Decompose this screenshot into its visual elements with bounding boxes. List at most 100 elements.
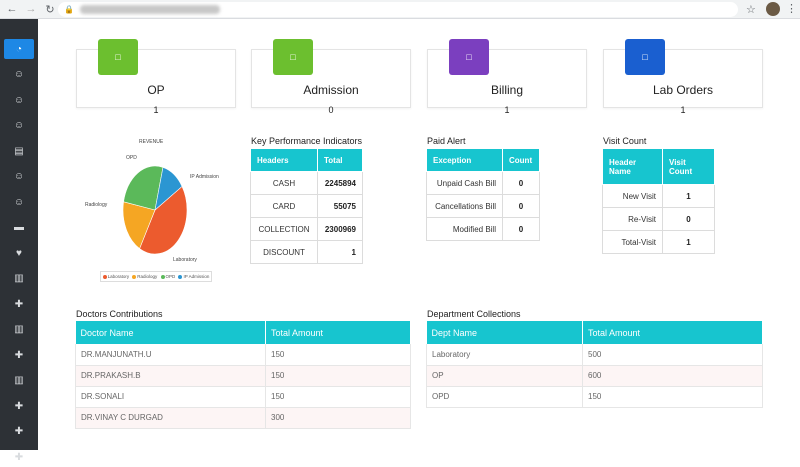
table-row: Cancellations Bill 0 bbox=[426, 194, 540, 218]
cell: 0 bbox=[502, 194, 540, 218]
card-title: Billing bbox=[490, 83, 523, 97]
pie-label-ip-admission: IP Admission bbox=[190, 174, 219, 180]
table-row: DR.SONALI 150 bbox=[75, 386, 411, 408]
doctors-title: Doctors Contributions bbox=[76, 309, 163, 319]
table-row: CASH 2245894 bbox=[250, 171, 363, 195]
column-header: Total Amount bbox=[582, 321, 763, 344]
folder-icon[interactable]: ▤ bbox=[14, 145, 24, 157]
medkit-icon[interactable]: ✚ bbox=[14, 426, 24, 437]
cell: Laboratory bbox=[426, 344, 583, 366]
back-icon[interactable]: ← bbox=[6, 3, 18, 15]
browser-toolbar: ← → ↻ 🔒 ☆ ⋮ bbox=[0, 0, 800, 19]
paid-alert-title: Paid Alert bbox=[427, 136, 466, 146]
card-title: Lab Orders bbox=[652, 83, 714, 97]
table-row: DR.PRAKASH.B 150 bbox=[75, 365, 411, 387]
cell: 500 bbox=[582, 344, 763, 366]
reload-icon[interactable]: ↻ bbox=[45, 3, 55, 16]
table-row: Laboratory 500 bbox=[426, 344, 763, 366]
cell: 600 bbox=[582, 365, 763, 387]
user-icon[interactable]: ☺ bbox=[13, 69, 25, 80]
cell: 1 bbox=[662, 184, 715, 208]
table-row: DR.MANJUNATH.U 150 bbox=[75, 344, 411, 366]
visit-count-title: Visit Count bbox=[603, 136, 647, 146]
pie-slice-opd bbox=[123, 165, 164, 211]
column-header: Exception bbox=[426, 148, 503, 172]
legend-item: Radiology bbox=[132, 274, 157, 279]
legend-item: Laboratory bbox=[102, 274, 129, 279]
cell: DISCOUNT bbox=[250, 240, 318, 264]
medkit-icon[interactable]: ✚ bbox=[14, 400, 24, 412]
user-icon[interactable]: ☺ bbox=[13, 196, 25, 208]
pie-slice-laboratory bbox=[139, 185, 188, 255]
url-text bbox=[79, 5, 220, 14]
cell: 0 bbox=[502, 171, 540, 195]
cell: OPD bbox=[426, 386, 583, 408]
card-count: 0 bbox=[328, 105, 334, 115]
card-billing[interactable]: □ Billing 1 bbox=[427, 39, 587, 115]
card-count: 1 bbox=[504, 105, 510, 115]
cell: Unpaid Cash Bill bbox=[426, 171, 503, 195]
admission-icon: □ bbox=[273, 39, 313, 75]
bookmark-star-icon[interactable]: ☆ bbox=[746, 4, 756, 16]
cell: New Visit bbox=[602, 184, 663, 208]
medkit-icon[interactable]: ✚ bbox=[14, 298, 24, 310]
dashboard-icon[interactable]: ◔ bbox=[4, 39, 34, 59]
card-admission[interactable]: □ Admission 0 bbox=[251, 39, 411, 115]
cell: DR.SONALI bbox=[75, 386, 266, 408]
column-header: Count bbox=[502, 148, 540, 172]
table-row: New Visit 1 bbox=[602, 184, 715, 208]
column-header: Visit Count bbox=[662, 148, 715, 185]
document-icon[interactable]: ▥ bbox=[14, 324, 24, 335]
column-header: Headers bbox=[250, 148, 318, 172]
table-row: OP 600 bbox=[426, 365, 763, 387]
profile-avatar[interactable] bbox=[766, 2, 780, 16]
card-op[interactable]: □ OP 1 bbox=[76, 39, 236, 115]
table-row: Unpaid Cash Bill 0 bbox=[426, 171, 540, 195]
cell: Total-Visit bbox=[602, 230, 663, 254]
legend-item: OPD bbox=[160, 274, 175, 279]
chart-title: REVENUE bbox=[139, 139, 164, 145]
chart-legend: Laboratory Radiology OPD IP Admission bbox=[100, 271, 212, 282]
address-bar[interactable]: 🔒 bbox=[58, 2, 738, 17]
doctors-table: Doctor Name Total Amount DR.MANJUNATH.U 1… bbox=[75, 321, 411, 429]
table-row: OPD 150 bbox=[426, 386, 763, 408]
cell: 1 bbox=[662, 230, 715, 254]
browser-menu-icon[interactable]: ⋮ bbox=[786, 3, 797, 15]
table-row: COLLECTION 2300969 bbox=[250, 217, 363, 241]
heartbeat-icon[interactable]: ♥ bbox=[16, 247, 22, 259]
forward-icon[interactable]: → bbox=[25, 3, 37, 15]
card-title: Admission bbox=[303, 83, 359, 97]
medkit-icon[interactable]: ✚ bbox=[14, 451, 24, 463]
card-count: 1 bbox=[680, 105, 686, 115]
departments-table: Dept Name Total Amount Laboratory 500 OP 6… bbox=[426, 321, 763, 408]
pie-slice-radiology bbox=[122, 201, 156, 250]
kpi-table: Headers Total CASH 2245894 CARD 55075 COLL… bbox=[250, 148, 363, 264]
table-row: Total-Visit 1 bbox=[602, 230, 715, 254]
user-icon[interactable]: ☺ bbox=[13, 94, 25, 106]
cell: 0 bbox=[662, 207, 715, 231]
column-header: Dept Name bbox=[426, 321, 583, 344]
medkit-icon[interactable]: ✚ bbox=[14, 349, 24, 361]
document-icon[interactable]: ▥ bbox=[14, 375, 24, 386]
billing-icon: □ bbox=[449, 39, 489, 75]
document-icon[interactable]: ▥ bbox=[14, 273, 24, 284]
lab-orders-icon: □ bbox=[625, 39, 665, 75]
user-icon[interactable]: ☺ bbox=[13, 171, 25, 182]
kpi-title: Key Performance Indicators bbox=[251, 136, 363, 146]
lock-icon: 🔒 bbox=[64, 5, 74, 14]
pie-label-opd: OPD bbox=[126, 155, 137, 161]
card-count: 1 bbox=[153, 105, 159, 115]
user-icon[interactable]: ☺ bbox=[13, 120, 25, 131]
table-row: CARD 55075 bbox=[250, 194, 363, 218]
table-row: DISCOUNT 1 bbox=[250, 240, 363, 264]
cell: 150 bbox=[265, 344, 411, 366]
card-lab-orders[interactable]: □ Lab Orders 1 bbox=[603, 39, 763, 115]
sidebar: ◔ ☺ ☺ ☺ ▤ ☺ ☺ ▬ ♥ ▥ ✚ ▥ ✚ ▥ ✚ ✚ ✚ bbox=[0, 19, 38, 463]
dashboard-main: □ OP 1 □ Admission 0 □ Billing 1 □ Lab O… bbox=[38, 19, 800, 450]
pie-slice-ip-admission bbox=[154, 166, 183, 211]
column-header: Doctor Name bbox=[75, 321, 266, 344]
bed-icon[interactable]: ▬ bbox=[14, 222, 24, 233]
visit-count-table: Header Name Visit Count New Visit 1 Re-Vi… bbox=[602, 148, 715, 254]
cell: 2245894 bbox=[317, 171, 363, 195]
cell: 2300969 bbox=[317, 217, 363, 241]
